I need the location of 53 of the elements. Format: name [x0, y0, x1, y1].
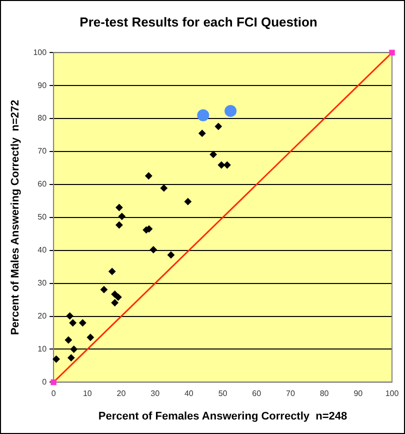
y-tick-label: 100 [33, 48, 48, 57]
chart-title: Pre-test Results for each FCI Question [80, 14, 318, 30]
point [86, 334, 94, 341]
point [69, 319, 76, 326]
y-tick-label: 30 [38, 278, 48, 288]
point [100, 286, 108, 294]
y-tick-label: 90 [38, 80, 48, 90]
x-tick-label: 20 [116, 389, 126, 398]
point [79, 319, 86, 326]
x-tick-label: 30 [150, 389, 160, 398]
y-tick-label: 0 [42, 377, 48, 386]
point [160, 184, 168, 192]
point [218, 161, 225, 168]
point [224, 104, 237, 117]
point [184, 198, 192, 206]
point [116, 221, 123, 228]
point [68, 354, 75, 362]
y-tick-label: 10 [38, 344, 48, 354]
point [197, 109, 210, 122]
point [145, 172, 152, 180]
point [150, 246, 157, 254]
point [108, 268, 116, 275]
point [64, 336, 72, 344]
point [114, 294, 122, 301]
y-tick-label: 80 [38, 114, 48, 123]
point [70, 346, 78, 353]
x-tick-label: 60 [252, 389, 262, 398]
point [210, 150, 217, 158]
x-tick-label: 0 [51, 389, 56, 398]
point [111, 299, 118, 306]
x-tick-label: 70 [286, 389, 296, 398]
point [118, 212, 126, 220]
x-tick-label: 80 [320, 389, 330, 398]
x-tick-label: 100 [385, 389, 400, 398]
y-tick-label: 40 [38, 246, 48, 255]
y-tick-label: 20 [38, 311, 48, 320]
y-tick-label: 70 [38, 146, 48, 156]
x-tick-label: 10 [82, 389, 92, 398]
y-tick-label: 60 [38, 180, 48, 189]
x-tick-label: 50 [218, 389, 228, 398]
x-axis-title: Percent of Females Answering Correctly n=248 [98, 410, 348, 422]
y-tick-label: 50 [38, 212, 48, 222]
point [198, 130, 206, 137]
point [167, 251, 174, 258]
point [116, 204, 123, 212]
point [214, 122, 222, 130]
point [52, 356, 60, 363]
point [111, 290, 118, 298]
y-axis-title: Percent of Males Answering Correctly n=272 [10, 100, 22, 336]
point [224, 161, 231, 168]
point [66, 312, 74, 320]
x-tick-label: 40 [184, 389, 194, 398]
x-tick-label: 90 [354, 389, 364, 398]
